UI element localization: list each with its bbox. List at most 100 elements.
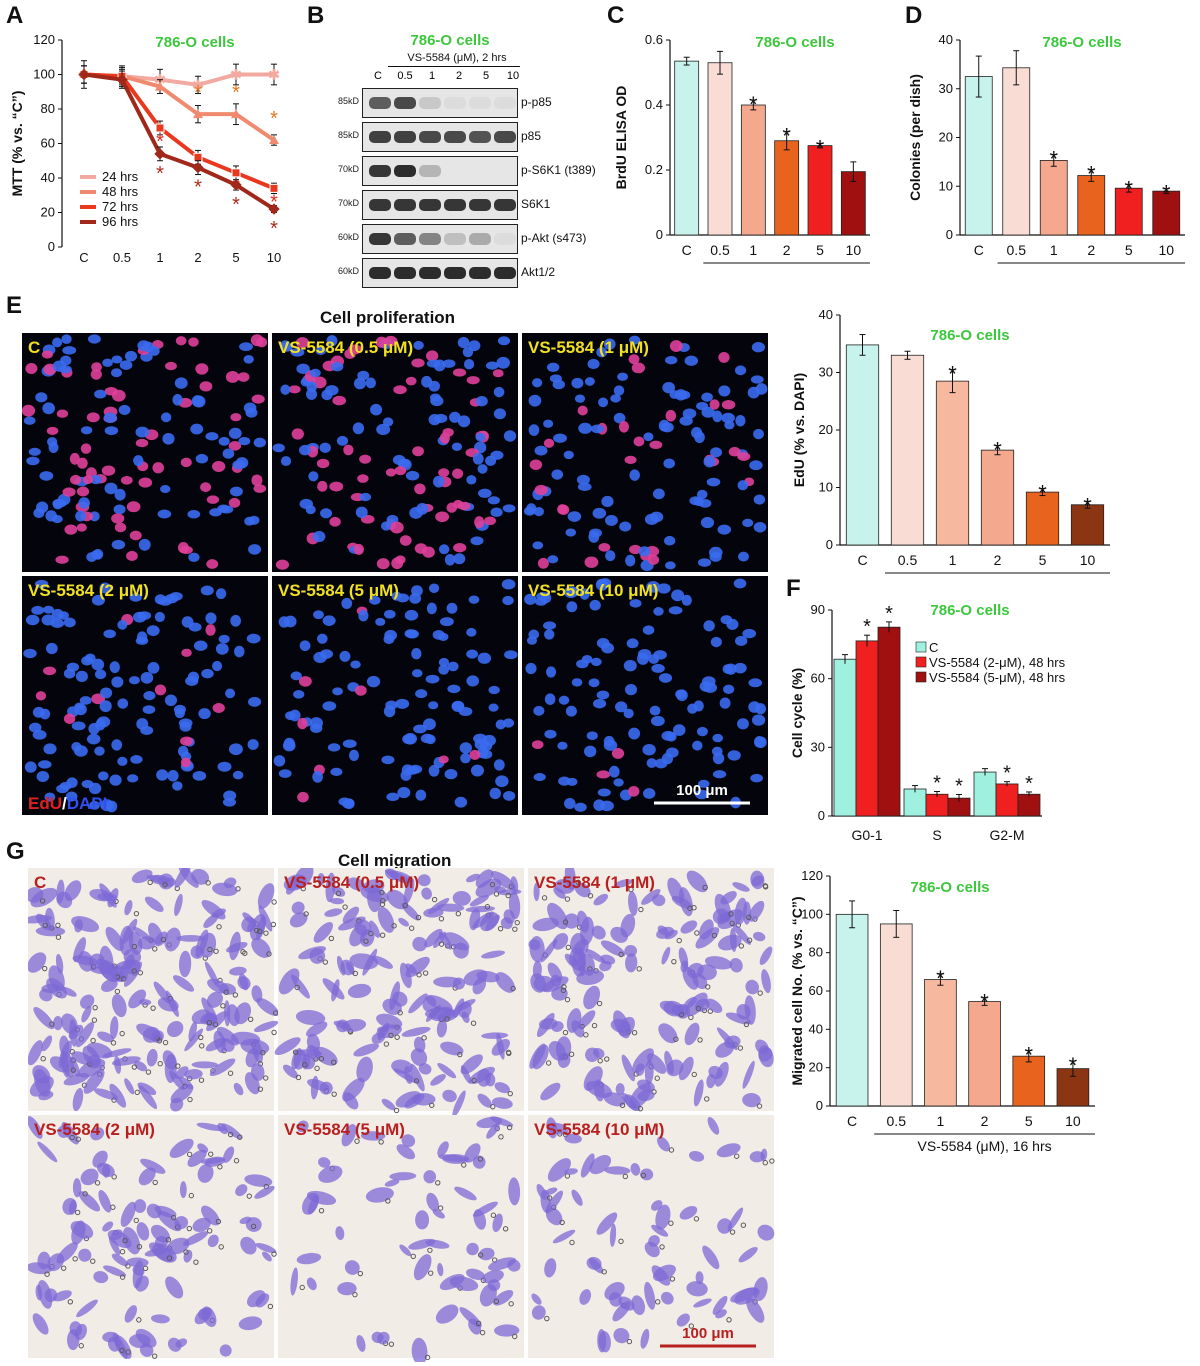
pore	[687, 905, 693, 912]
cell	[412, 936, 427, 952]
nucleus	[111, 389, 126, 402]
nucleus	[382, 417, 394, 427]
nucleus	[380, 521, 392, 531]
nucleus	[447, 661, 459, 672]
cell	[738, 1246, 758, 1263]
bar	[903, 788, 927, 817]
nucleus	[111, 739, 123, 751]
nucleus	[438, 544, 450, 555]
nucleus	[332, 395, 347, 406]
pore	[564, 996, 571, 1003]
cell	[481, 1032, 509, 1039]
cell	[381, 1098, 396, 1111]
cell	[306, 1277, 317, 1291]
cell	[342, 906, 360, 924]
pore	[254, 927, 260, 934]
nucleus	[502, 718, 515, 728]
blot-band	[369, 97, 391, 109]
cell	[128, 989, 147, 1009]
nucleus	[416, 503, 429, 515]
nucleus	[247, 739, 259, 750]
blot-treatment: VS-5584 (μM), 2 hrs	[407, 52, 507, 64]
nucleus	[114, 488, 126, 501]
nucleus	[206, 495, 220, 504]
cell	[318, 1157, 331, 1168]
cell	[398, 917, 410, 927]
nucleus	[218, 436, 230, 446]
pore	[410, 1253, 416, 1260]
pore	[546, 1195, 553, 1201]
y-axis-label: Cell cycle (%)	[789, 668, 805, 758]
cell	[138, 1167, 156, 1186]
nucleus	[415, 689, 428, 699]
blot-band	[394, 233, 416, 245]
pore	[402, 902, 408, 909]
cell	[101, 979, 118, 992]
nucleus	[142, 705, 156, 714]
cell	[97, 1031, 114, 1043]
nucleus	[195, 363, 209, 375]
pore	[314, 1065, 320, 1072]
cell	[371, 955, 393, 969]
nucleus	[385, 700, 398, 710]
migration-title: Cell migration	[338, 851, 452, 870]
pore	[250, 1223, 257, 1230]
cell	[103, 1265, 127, 1277]
pore	[695, 1005, 702, 1012]
y-axis-label: Colonies (per dish)	[907, 74, 923, 201]
nucleus	[25, 614, 40, 626]
nucleus	[160, 485, 171, 494]
panel-letter-d: D	[905, 2, 923, 29]
protein-label: p85	[521, 129, 542, 143]
x-tick-label: 0.5	[1007, 242, 1027, 258]
cell	[81, 1005, 92, 1023]
cell	[621, 1054, 635, 1082]
pore	[247, 1016, 254, 1022]
nucleus	[187, 509, 201, 519]
nucleus	[215, 643, 229, 655]
pore	[223, 989, 229, 995]
nucleus	[251, 474, 263, 487]
nucleus	[697, 558, 712, 567]
cell	[532, 960, 542, 980]
nucleus	[665, 355, 678, 365]
nucleus	[728, 446, 741, 457]
pore	[246, 1193, 252, 1199]
pore	[378, 1139, 384, 1145]
cell	[253, 1020, 279, 1033]
scale-bar-label: 100 μm	[676, 782, 728, 799]
nucleus	[629, 544, 642, 555]
nucleus	[230, 413, 242, 422]
nucleus	[544, 729, 557, 739]
cell	[79, 994, 95, 1009]
cell	[415, 1210, 430, 1230]
bar	[833, 658, 857, 817]
pore	[217, 1164, 223, 1170]
pore	[704, 1096, 710, 1102]
cell	[576, 969, 605, 986]
nucleus	[157, 509, 172, 519]
cell	[241, 916, 257, 933]
nucleus	[493, 408, 507, 420]
nucleus	[76, 523, 87, 532]
pore	[183, 1249, 189, 1255]
cell	[63, 1072, 90, 1086]
nucleus	[298, 676, 312, 687]
cell	[742, 1060, 755, 1089]
nucleus	[99, 700, 112, 713]
nucleus	[389, 521, 404, 534]
cell	[686, 870, 708, 893]
cell	[319, 1081, 333, 1095]
pore	[69, 1134, 75, 1141]
nucleus	[348, 749, 360, 761]
cell	[436, 903, 465, 912]
pore	[150, 1005, 156, 1011]
molecular-weight-label: 60kD	[338, 266, 360, 276]
y-tick-label: 80	[809, 945, 823, 960]
pore	[444, 1016, 450, 1022]
cell	[656, 926, 675, 939]
nucleus	[696, 489, 708, 500]
